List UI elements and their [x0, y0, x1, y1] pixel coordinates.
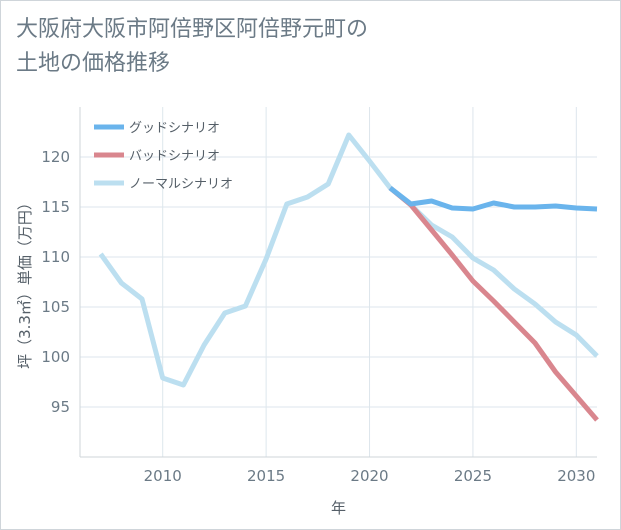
y-tick-label: 110: [41, 248, 70, 266]
series-line-1: [388, 186, 599, 422]
y-tick-label: 100: [41, 348, 70, 366]
y-tick-label: 95: [51, 398, 70, 416]
y-axis-label: 坪（3.3㎡）単価（万円）: [16, 195, 34, 369]
tick-labels: 95 100 105 110 115 120 2010 2015 2020 2025 2030: [41, 148, 595, 485]
x-tick-label: 2030: [557, 467, 595, 485]
x-tick-label: 2020: [350, 467, 388, 485]
chart-title-line2: 土地の価格推移: [16, 51, 171, 76]
y-tick-label: 105: [41, 298, 70, 316]
x-tick-label: 2025: [454, 467, 492, 485]
series-line-0: [388, 186, 598, 212]
series-lines: [98, 132, 599, 422]
legend-label: グッドシナリオ: [129, 121, 220, 136]
legend-label: バッドシナリオ: [129, 149, 220, 164]
grid-lines: [80, 107, 597, 457]
chart-title-line1: 大阪府大阪市阿倍野区阿倍野元町の: [16, 17, 369, 42]
series-line-2: [98, 132, 599, 388]
y-tick-label: 120: [41, 148, 70, 166]
x-axis-label: 年: [331, 499, 346, 517]
legend-label: ノーマルシナリオ: [129, 177, 233, 192]
x-tick-label: 2015: [247, 467, 285, 485]
y-tick-label: 115: [41, 198, 70, 216]
x-tick-label: 2010: [144, 467, 182, 485]
axes: [79, 107, 597, 458]
chart-title: 大阪府大阪市阿倍野区阿倍野元町の 土地の価格推移: [16, 13, 368, 81]
